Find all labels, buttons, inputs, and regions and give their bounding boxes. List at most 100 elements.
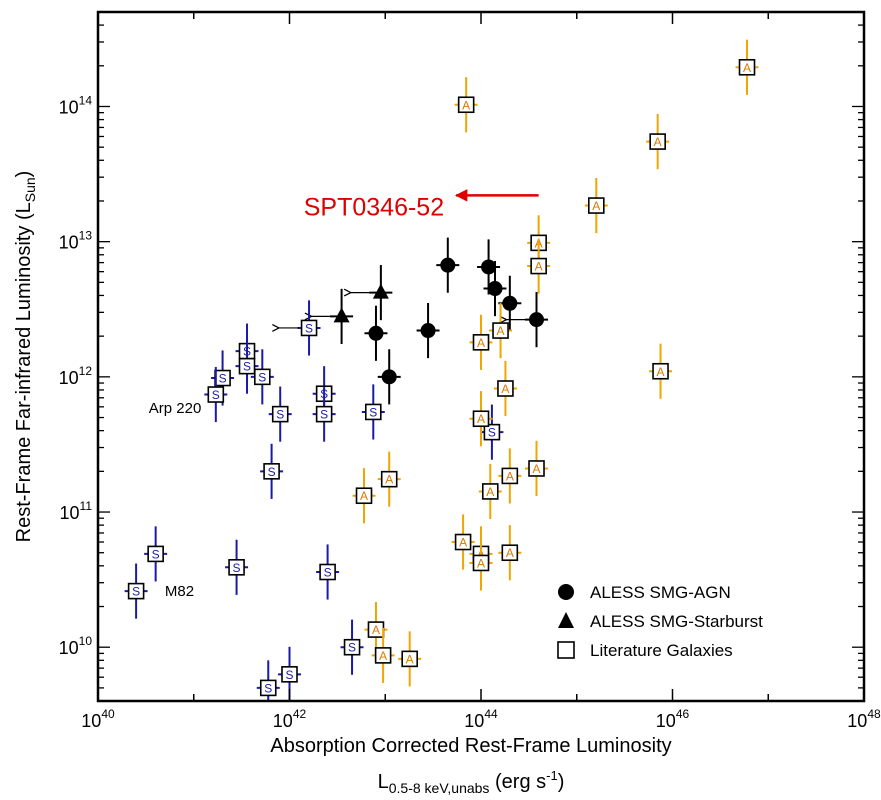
literature-marker <box>530 257 547 275</box>
data-point-square: S <box>340 619 364 675</box>
x-tick-label: 1046 <box>656 707 690 731</box>
legend-item: ALESS SMG-Starburst <box>558 612 763 631</box>
data-point-square: A <box>371 627 395 683</box>
literature-marker <box>281 666 298 683</box>
data-point-square: A <box>478 463 502 520</box>
marker-letter: A <box>360 489 368 503</box>
marker-letter: A <box>486 485 494 499</box>
literature-marker <box>652 362 669 380</box>
legend-label: ALESS SMG-AGN <box>590 583 731 602</box>
literature-marker <box>501 544 519 562</box>
data-point-circle <box>436 237 460 293</box>
data-point-square: S <box>316 544 340 600</box>
literature-marker <box>254 368 271 386</box>
data-point-square: S <box>124 563 148 619</box>
starburst-marker <box>372 283 389 299</box>
data-point-square: A <box>352 468 376 524</box>
y-tick-label: 1013 <box>59 229 93 253</box>
literature-marker <box>472 410 490 428</box>
data-point-circle <box>416 302 440 359</box>
marker-letter: S <box>264 681 272 695</box>
data-point-square: S <box>480 404 504 460</box>
data-point-square: S <box>211 350 235 406</box>
marker-letter: S <box>369 405 377 419</box>
marker-letter: A <box>477 336 485 350</box>
literature-marker <box>374 647 392 664</box>
data-point-square: A <box>489 302 513 359</box>
data-point-square: A <box>498 448 522 504</box>
agn-marker <box>502 295 518 311</box>
marker-letter: S <box>488 426 496 440</box>
marker-letter: S <box>152 547 160 561</box>
data-point-square: A <box>527 238 551 294</box>
starburst-marker <box>333 307 350 323</box>
data-point-square: A <box>584 177 608 234</box>
data-point-triangle <box>312 288 354 344</box>
marker-letter: S <box>348 641 356 655</box>
legend-triangle-icon <box>558 612 574 628</box>
legend-label: Literature Galaxies <box>590 641 733 660</box>
x-tick-label: 1044 <box>464 707 498 731</box>
legend-square-icon <box>557 641 575 659</box>
y-tick-label: 1014 <box>59 93 93 117</box>
marker-letter: A <box>743 61 751 75</box>
marker-letter: A <box>533 462 541 476</box>
marker-letter: A <box>462 98 470 112</box>
plot-area: SSSSSSSSSSSSSSSSSSSAAAAAAAAAAAAAAAAAAAAA… <box>124 39 759 701</box>
data-point-square: S <box>361 384 385 440</box>
agn-marker <box>381 369 397 385</box>
data-point-square: A <box>646 114 670 170</box>
literature-marker <box>483 423 501 441</box>
marker-letter: A <box>379 649 387 663</box>
legend-item: Literature Galaxies <box>557 641 733 660</box>
marker-letter: S <box>305 321 313 335</box>
literature-marker <box>364 403 382 421</box>
marker-letter: A <box>654 135 662 149</box>
y-tick-label: 1010 <box>59 634 93 658</box>
marker-letter: S <box>212 388 220 402</box>
data-point-square: A <box>498 525 522 581</box>
marker-letter: A <box>477 556 485 570</box>
legend-label: ALESS SMG-Starburst <box>590 612 763 631</box>
marker-letter: S <box>132 585 140 599</box>
marker-letter: A <box>372 623 380 637</box>
annotation-arp-220: Arp 220 <box>149 400 202 417</box>
data-point-square: A <box>377 451 401 507</box>
agn-marker <box>529 312 545 328</box>
labels: Arp 220 M82 SPT0346-52 <box>149 193 444 599</box>
data-point-square: S <box>279 300 321 356</box>
marker-letter: A <box>385 473 393 487</box>
data-point-square: A <box>649 343 673 399</box>
y-axis-title: Rest-Frame Far-infrared Luminosity (LSun… <box>13 171 38 543</box>
data-point-square: A <box>469 314 493 370</box>
literature-marker <box>457 96 475 114</box>
spt-label: SPT0346-52 <box>304 193 444 221</box>
literature-marker <box>472 334 490 351</box>
legend: ALESS SMG-AGN ALESS SMG-Starburst Literatu… <box>557 583 763 660</box>
marker-letter: A <box>406 652 414 666</box>
marker-letter: S <box>233 561 241 575</box>
data-point-square: S <box>235 338 259 394</box>
marker-letter: S <box>268 465 276 479</box>
marker-letter: A <box>535 260 543 274</box>
x-axis-title: Absorption Corrected Rest-Frame Luminosi… <box>270 735 671 757</box>
literature-marker <box>380 470 398 488</box>
data-point-square: S <box>268 386 292 442</box>
data-point-circle <box>377 349 401 405</box>
literature-marker <box>472 554 490 572</box>
marker-letter: S <box>320 408 328 422</box>
literature-marker <box>649 133 666 150</box>
literature-marker <box>127 582 145 600</box>
marker-letter: A <box>501 382 509 396</box>
axes: 1040 1042 1044 1046 1048 1010 1011 1012 1013 1014… <box>13 10 881 796</box>
marker-letter: A <box>497 324 505 338</box>
literature-marker <box>207 386 225 403</box>
literature-marker <box>271 405 289 423</box>
data-point-square: A <box>735 39 759 95</box>
literature-marker <box>319 563 336 581</box>
legend-circle-icon <box>558 584 574 600</box>
agn-marker <box>481 259 497 275</box>
x-tick-label: 1048 <box>847 707 881 731</box>
agn-marker <box>487 281 503 297</box>
y-tick-label: 1012 <box>59 364 93 388</box>
